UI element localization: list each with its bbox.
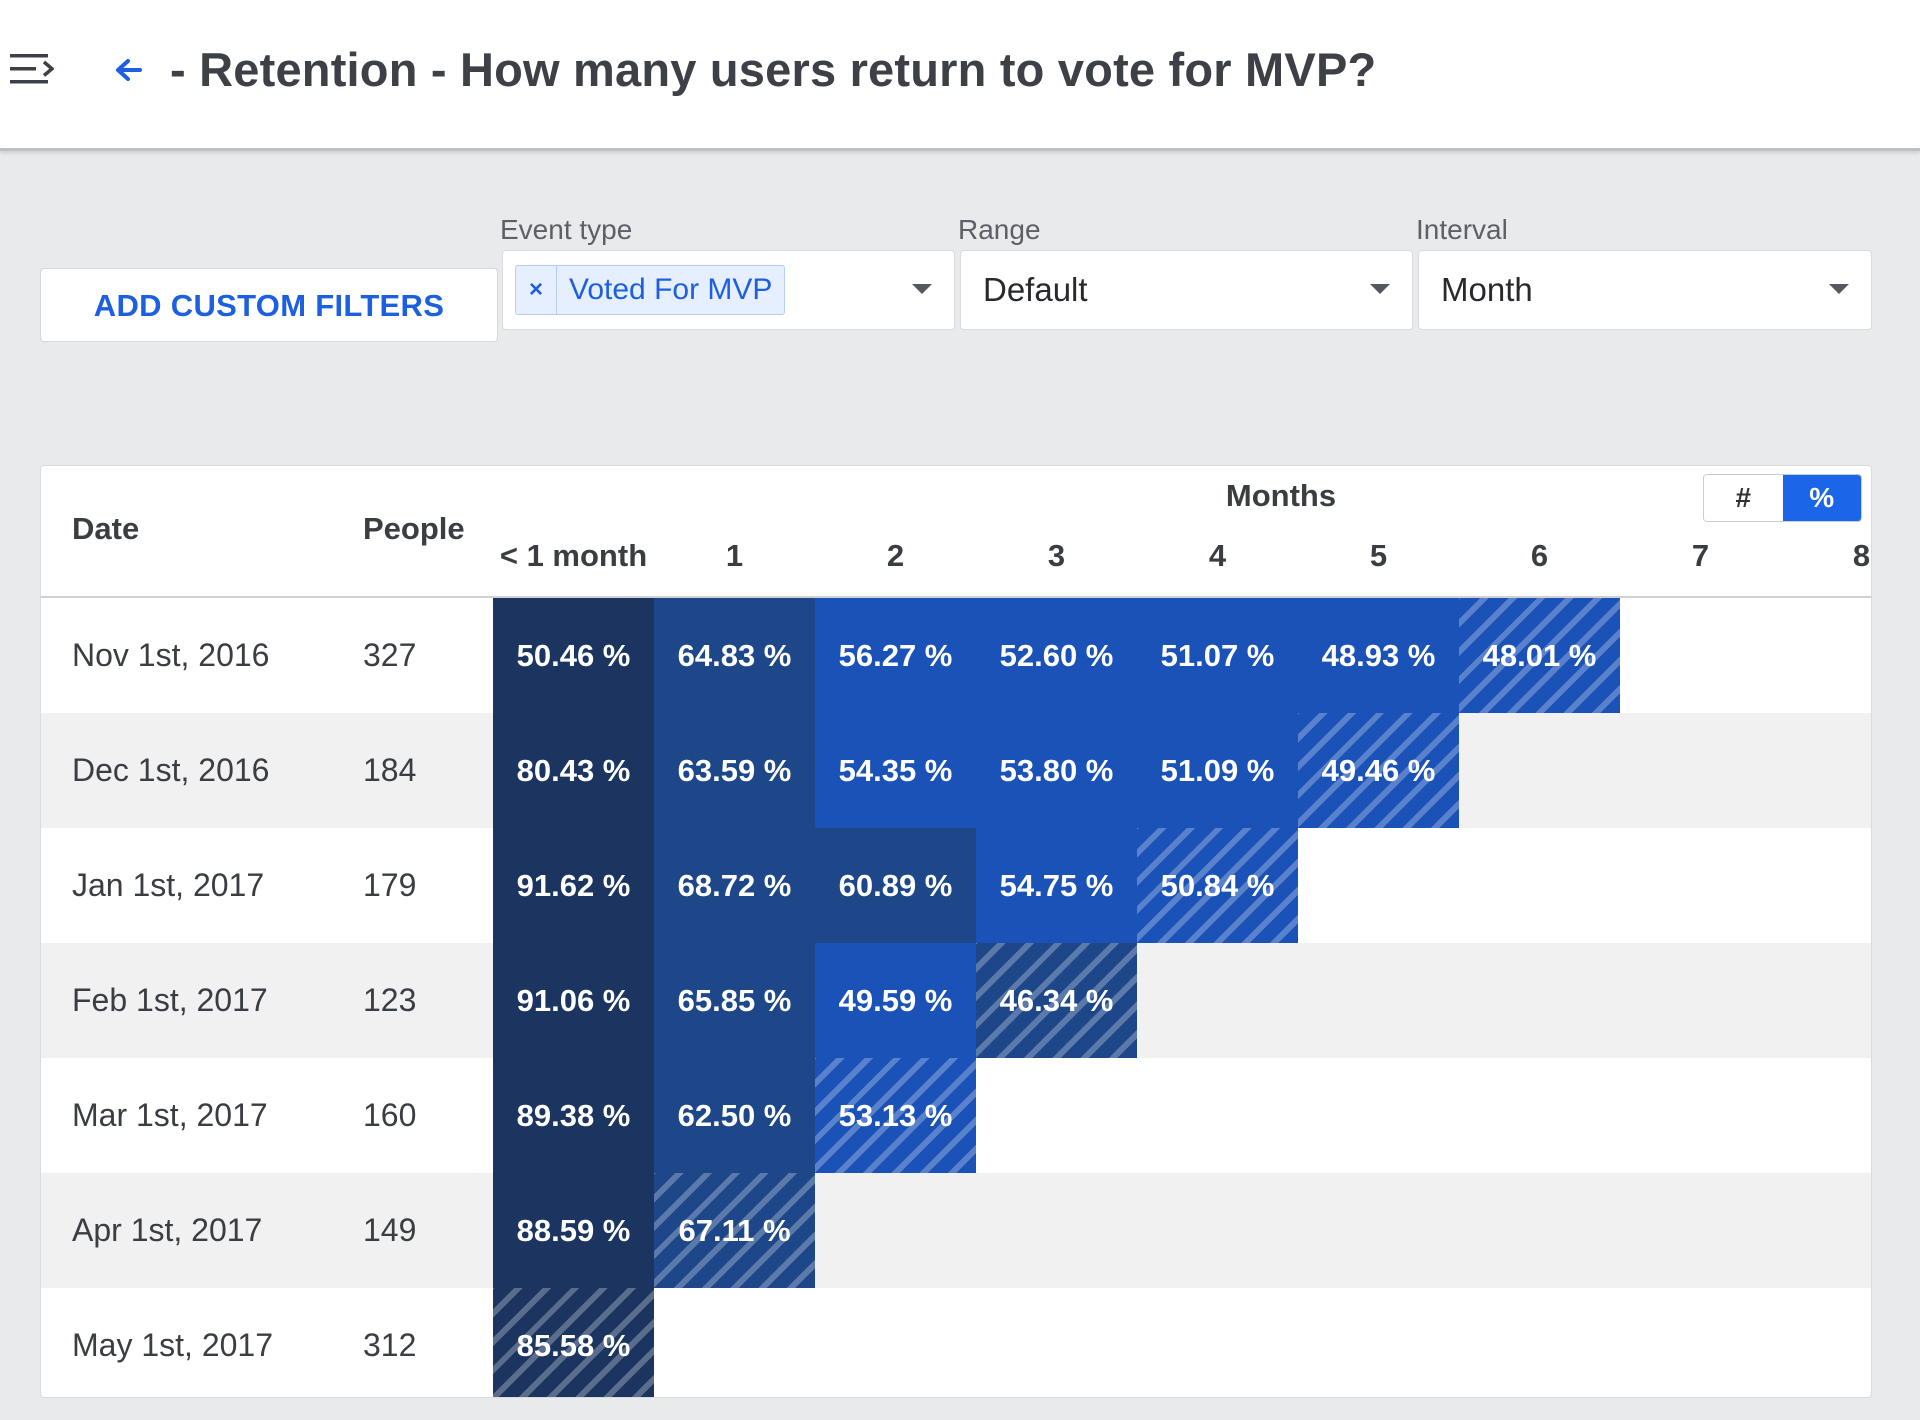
range-select[interactable]: Default xyxy=(960,250,1413,330)
row-date: Dec 1st, 2016 xyxy=(72,752,270,788)
retention-cell[interactable]: 63.59 % xyxy=(654,713,815,828)
header-divider xyxy=(41,596,1871,598)
retention-cell[interactable]: 68.72 % xyxy=(654,828,815,943)
retention-cell[interactable]: 52.60 % xyxy=(976,598,1137,713)
row-date: Jan 1st, 2017 xyxy=(72,867,265,903)
retention-cell[interactable]: 46.34 % xyxy=(976,943,1137,1058)
menu-collapse-icon[interactable] xyxy=(10,50,54,92)
event-type-label: Event type xyxy=(500,214,633,245)
display-mode-toggle: # % xyxy=(1703,474,1862,522)
retention-cell[interactable]: 88.59 % xyxy=(493,1173,654,1288)
caret-down-icon[interactable] xyxy=(1829,284,1849,294)
retention-cell[interactable]: 50.84 % xyxy=(1137,828,1298,943)
row-date: Feb 1st, 2017 xyxy=(72,982,268,1018)
table-row: Mar 1st, 2017 160 89.38 % 62.50 % 53.13 % xyxy=(41,1058,1871,1173)
month-column-header: 7 xyxy=(1691,538,1710,573)
month-column-header: 8 xyxy=(1852,538,1871,573)
retention-cell[interactable]: 67.11 % xyxy=(654,1173,815,1288)
row-people: 149 xyxy=(363,1212,417,1248)
month-column-header: 3 xyxy=(1047,538,1066,573)
retention-cell[interactable]: 49.46 % xyxy=(1298,713,1459,828)
interval-label: Interval xyxy=(1416,214,1508,245)
retention-cell[interactable]: 80.43 % xyxy=(493,713,654,828)
row-date: Nov 1st, 2016 xyxy=(72,637,270,673)
retention-cell[interactable]: 51.09 % xyxy=(1137,713,1298,828)
add-custom-filters-button[interactable]: ADD CUSTOM FILTERS xyxy=(40,268,498,342)
interval-value: Month xyxy=(1441,271,1533,308)
retention-cell[interactable]: 62.50 % xyxy=(654,1058,815,1173)
date-column-header: Date xyxy=(72,511,140,546)
count-toggle-button[interactable]: # xyxy=(1704,475,1783,521)
months-header: Months xyxy=(1225,478,1337,513)
row-people: 179 xyxy=(363,867,417,903)
percent-toggle-button[interactable]: % xyxy=(1782,475,1861,521)
row-people: 327 xyxy=(363,637,417,673)
chip-remove-button[interactable]: × xyxy=(516,266,557,314)
month-column-header: 6 xyxy=(1530,538,1549,573)
month-column-header: 5 xyxy=(1369,538,1388,573)
month-column-header: 2 xyxy=(886,538,905,573)
retention-cell[interactable]: 53.13 % xyxy=(815,1058,976,1173)
page-title: - Retention - How many users return to v… xyxy=(170,43,1377,96)
retention-cell[interactable]: 60.89 % xyxy=(815,828,976,943)
retention-cell[interactable]: 91.62 % xyxy=(493,828,654,943)
retention-cell[interactable]: 91.06 % xyxy=(493,943,654,1058)
row-date: May 1st, 2017 xyxy=(72,1327,273,1363)
row-date: Mar 1st, 2017 xyxy=(72,1097,268,1133)
retention-cell[interactable]: 54.75 % xyxy=(976,828,1137,943)
retention-cell[interactable]: 50.46 % xyxy=(493,598,654,713)
caret-down-icon[interactable] xyxy=(912,284,932,294)
table-row: Apr 1st, 2017 149 88.59 % 67.11 % xyxy=(41,1173,1871,1288)
retention-cell[interactable]: 56.27 % xyxy=(815,598,976,713)
table-row: Dec 1st, 2016 184 80.43 % 63.59 % 54.35 % 53.… xyxy=(41,713,1871,828)
retention-cell[interactable]: 54.35 % xyxy=(815,713,976,828)
retention-cell[interactable]: 48.93 % xyxy=(1298,598,1459,713)
event-type-select[interactable]: × Voted For MVP xyxy=(502,250,955,330)
range-label: Range xyxy=(958,214,1041,245)
people-column-header: People xyxy=(363,511,465,546)
row-people: 312 xyxy=(363,1327,417,1363)
chip-label: Voted For MVP xyxy=(569,273,773,306)
month-column-header: 1 xyxy=(725,538,744,573)
row-people: 184 xyxy=(363,752,417,788)
row-people: 160 xyxy=(363,1097,417,1133)
retention-cell[interactable]: 51.07 % xyxy=(1137,598,1298,713)
row-people: 123 xyxy=(363,982,417,1018)
caret-down-icon[interactable] xyxy=(1370,284,1390,294)
retention-table: Date People Months # % < 1 month 1 2 3 4 5 6 7 8… xyxy=(40,465,1872,1398)
event-type-chip: × Voted For MVP xyxy=(515,265,786,315)
month-column-header: < 1 month xyxy=(499,538,648,573)
table-row: Nov 1st, 2016 327 50.46 % 64.83 % 56.27 % 52.… xyxy=(41,598,1871,713)
retention-cell[interactable]: 64.83 % xyxy=(654,598,815,713)
table-row: Jan 1st, 2017 179 91.62 % 68.72 % 60.89 % 54.… xyxy=(41,828,1871,943)
row-date: Apr 1st, 2017 xyxy=(72,1212,263,1248)
app-header: - Retention - How many users return to v… xyxy=(0,0,1920,151)
table-row: Feb 1st, 2017 123 91.06 % 65.85 % 49.59 % 46.… xyxy=(41,943,1871,1058)
retention-cell[interactable]: 49.59 % xyxy=(815,943,976,1058)
retention-cell[interactable]: 65.85 % xyxy=(654,943,815,1058)
arrow-left-icon[interactable] xyxy=(112,52,146,88)
table-row: May 1st, 2017 312 85.58 % xyxy=(41,1288,1871,1397)
retention-cell[interactable]: 48.01 % xyxy=(1459,598,1620,713)
retention-cell[interactable]: 53.80 % xyxy=(976,713,1137,828)
retention-cell[interactable]: 85.58 % xyxy=(493,1288,654,1397)
range-value: Default xyxy=(983,271,1088,308)
month-column-header: 4 xyxy=(1208,538,1227,573)
interval-select[interactable]: Month xyxy=(1418,250,1872,330)
retention-cell[interactable]: 89.38 % xyxy=(493,1058,654,1173)
